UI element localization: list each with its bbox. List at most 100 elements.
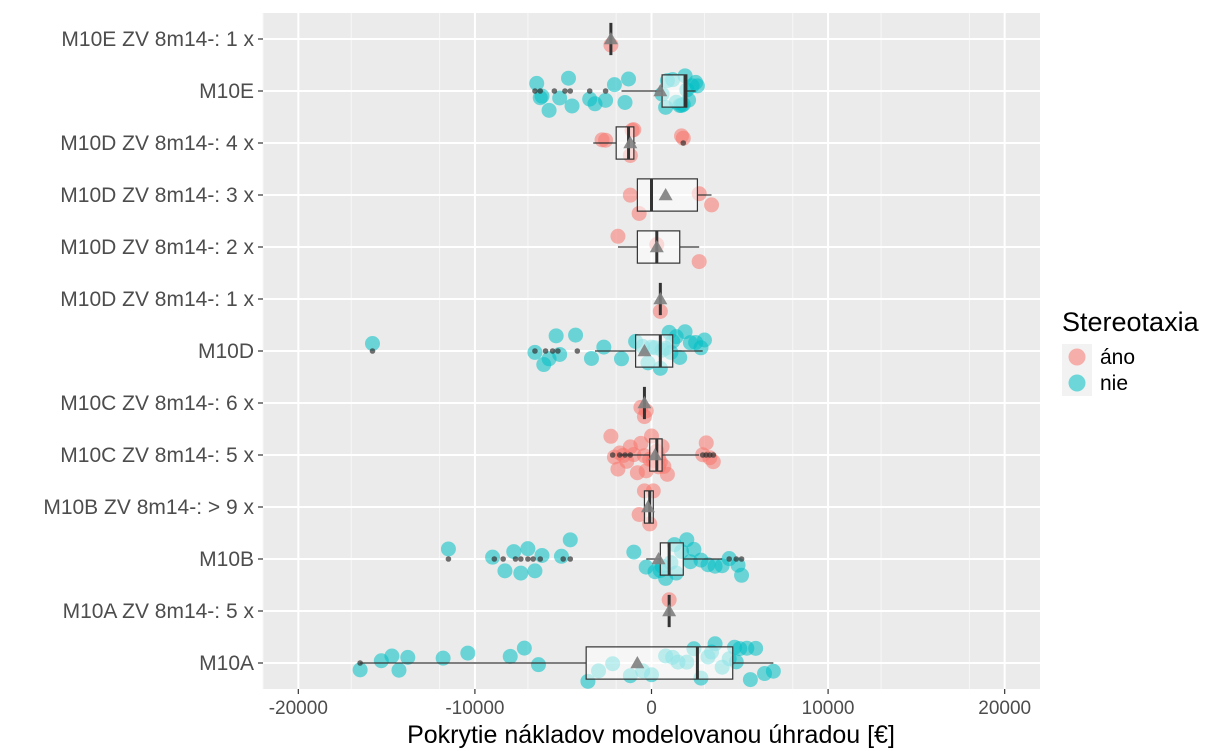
data-point (552, 90, 568, 106)
group-2 (593, 122, 691, 163)
data-point (583, 350, 599, 366)
data-point (633, 435, 649, 451)
data-point (384, 648, 400, 664)
data-point (617, 94, 633, 110)
data-point (659, 466, 675, 482)
outlier-point (710, 452, 717, 458)
outlier-point (560, 556, 567, 562)
outlier-point (733, 556, 740, 562)
data-point (530, 657, 546, 673)
data-point (705, 454, 721, 470)
data-point (734, 567, 750, 583)
data-point (568, 327, 584, 343)
mean-marker (637, 344, 652, 357)
data-point (622, 187, 638, 203)
category-label: M10C ZV 8m14-: 5 x (60, 444, 254, 467)
category-label: M10D ZV 8m14-: 4 x (60, 132, 254, 155)
data-point (562, 532, 578, 548)
mean-marker (630, 656, 645, 669)
box (659, 542, 684, 576)
data-point (561, 70, 577, 86)
outlier-point (551, 88, 558, 94)
outlier-point (622, 452, 628, 458)
outlier-point (542, 348, 549, 354)
data-point (532, 90, 548, 106)
data-point (626, 544, 642, 560)
legend: Stereotaxia áno nie (1062, 307, 1200, 396)
outlier-point (586, 88, 593, 94)
mean-marker (649, 240, 664, 253)
category-label: M10B ZV 8m14-: > 9 x (43, 496, 254, 519)
outlier-point (525, 556, 531, 562)
outlier-point (537, 556, 544, 562)
data-point (606, 77, 622, 93)
group-3 (622, 178, 720, 221)
group-10 (440, 532, 750, 586)
data-point (596, 339, 612, 355)
outlier-point (562, 88, 568, 94)
data-point (621, 71, 637, 87)
data-point (689, 78, 705, 94)
legend-label-nie: nie (1100, 372, 1128, 395)
outlier-point (491, 556, 498, 562)
category-label: M10D ZV 8m14-: 1 x (60, 288, 254, 311)
outlier-point (369, 348, 376, 354)
group-4 (610, 228, 707, 270)
data-point (686, 541, 702, 557)
mean-marker (653, 84, 668, 97)
category-label: M10A (199, 652, 254, 675)
category-label: M10E (199, 80, 254, 103)
outlier-point (567, 88, 574, 94)
legend-title: Stereotaxia (1062, 307, 1200, 337)
outlier-point (555, 348, 561, 354)
data-point (527, 563, 543, 579)
x-axis-title: Pokrytie nákladov modelovanou úhradou [€… (407, 721, 895, 749)
data-point (564, 98, 580, 114)
group-9 (631, 483, 661, 532)
legend-key-ano (1068, 348, 1086, 366)
outlier-point (609, 452, 616, 458)
data-point (497, 563, 513, 579)
box (661, 74, 688, 108)
x-tick-label: -10000 (445, 698, 504, 719)
groups-layer (352, 22, 781, 689)
outlier-point (518, 556, 524, 562)
outlier-point (357, 660, 363, 666)
data-point (553, 548, 569, 564)
mean-marker (637, 396, 652, 409)
group-12 (352, 636, 781, 689)
x-tick-label: -20000 (269, 698, 328, 719)
x-tick-label: 20000 (978, 698, 1031, 719)
data-point (598, 92, 614, 108)
group-5 (652, 282, 668, 319)
group-7 (633, 386, 654, 425)
data-point (610, 461, 626, 477)
outlier-point (532, 348, 538, 354)
data-point (696, 332, 712, 348)
data-point (352, 662, 368, 678)
group-1 (529, 68, 705, 118)
outlier-point (602, 88, 609, 94)
data-point (460, 645, 476, 661)
outlier-point (549, 348, 556, 354)
legend-label-ano: áno (1100, 346, 1135, 369)
data-point (548, 328, 564, 344)
category-label: M10E ZV 8m14-: 1 x (61, 28, 254, 51)
category-labels: M10E ZV 8m14-: 1 x M10E M10D ZV 8m14-: 4 x… (43, 28, 263, 675)
category-label: M10A ZV 8m14-: 5 x (63, 600, 255, 623)
outlier-point (567, 556, 574, 562)
data-point (391, 662, 407, 678)
outlier-point (445, 556, 452, 562)
data-point (765, 663, 781, 679)
group-11 (661, 592, 677, 628)
box (585, 646, 734, 680)
category-label: M10D ZV 8m14-: 3 x (60, 184, 254, 207)
data-point (613, 351, 629, 367)
mean-marker (653, 292, 668, 305)
x-tick-label: 10000 (802, 698, 855, 719)
outlier-point (616, 452, 623, 458)
outlier-point (627, 452, 634, 458)
mean-marker (623, 136, 638, 149)
data-point (364, 336, 380, 352)
data-point (682, 554, 698, 570)
